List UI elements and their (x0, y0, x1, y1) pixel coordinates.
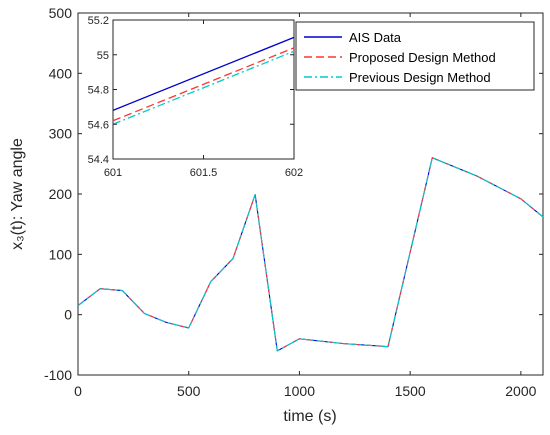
legend-entry-3: Previous Design Method (349, 70, 491, 85)
inset-y-tick-label: 55.2 (88, 15, 109, 27)
inset-series-3-line (112, 50, 295, 125)
inset-plot-area (112, 19, 295, 160)
inset-y-tick-label: 54.8 (88, 85, 109, 97)
main-x-tick-label: 1000 (284, 383, 315, 399)
main-y-tick-label: 200 (49, 186, 73, 202)
main-x-tick-label: 1500 (395, 383, 426, 399)
inset-y-tick-label: 54.6 (88, 119, 109, 131)
inset-x-tick-label: 602 (285, 167, 303, 179)
main-y-tick-label: -100 (44, 367, 72, 383)
inset-y-tick-label: 54.4 (88, 154, 109, 166)
legend-box (295, 21, 535, 91)
main-y-tick-label: 100 (49, 246, 73, 262)
inset-series-group (112, 36, 295, 125)
main-series-group (77, 157, 544, 352)
main-x-tick-label: 0 (74, 383, 82, 399)
legend: AIS Data Proposed Design Method Previous D… (304, 30, 496, 85)
y-axis-label: x₃(t): Yaw angle (9, 138, 26, 250)
inset-y-tick-label: 55 (97, 50, 109, 62)
inset-series-2-line (112, 47, 295, 122)
main-series-3-line (77, 157, 544, 352)
main-y-tick-label: 0 (64, 307, 72, 323)
inset-x-tick-label: 601 (104, 167, 122, 179)
legend-entry-2: Proposed Design Method (349, 50, 496, 65)
main-y-tick-label: 400 (49, 65, 73, 81)
main-x-tick-label: 500 (177, 383, 201, 399)
main-y-tick-label: 300 (49, 126, 73, 142)
x-axis-label: time (s) (283, 408, 336, 425)
legend-entry-1: AIS Data (349, 30, 402, 45)
main-y-tick-label: 500 (49, 5, 73, 21)
inset-axis-ticks: 601 601.5 602 54.4 54.6 54.8 55 55.2 (88, 15, 304, 179)
inset-series-1-line (112, 36, 295, 111)
main-x-tick-label: 2000 (505, 383, 536, 399)
inset-x-tick-label: 601.5 (190, 167, 218, 179)
